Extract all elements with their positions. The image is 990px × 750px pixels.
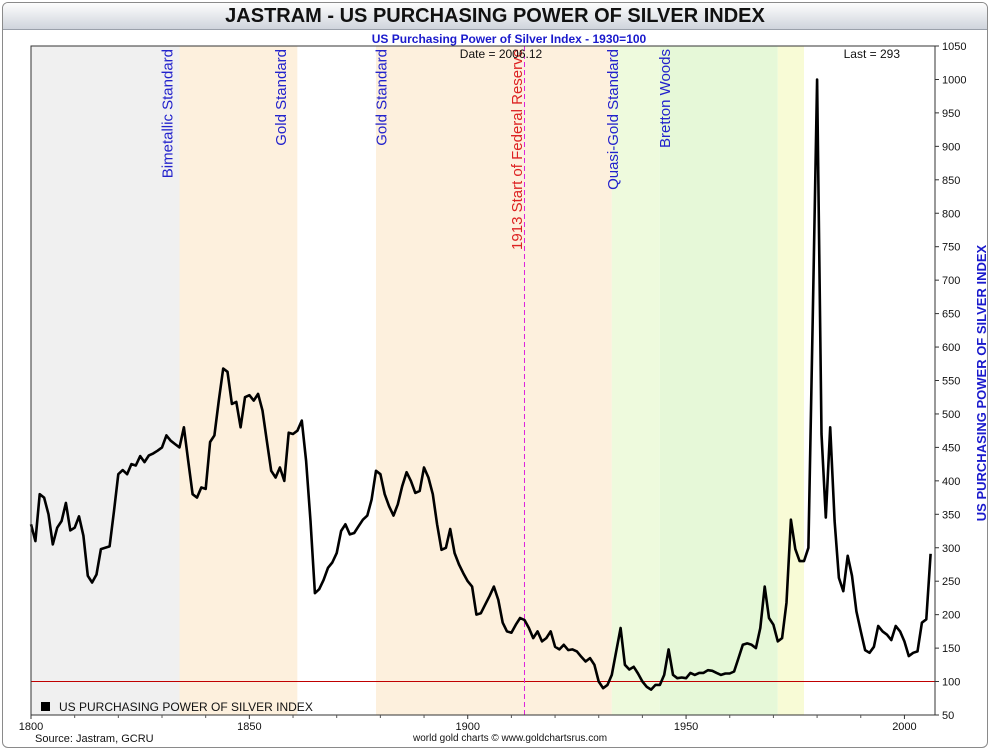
annotation-1: Gold Standard [273, 49, 290, 146]
y-tick-label-5: 300 [942, 543, 960, 555]
source-note: Source: Jastram, GCRU [35, 733, 154, 745]
y-tick-label-12: 650 [942, 309, 960, 321]
y-tick-label-0: 50 [942, 710, 954, 722]
y-tick-label-14: 750 [942, 242, 960, 254]
y-tick-label-13: 700 [942, 275, 960, 287]
x-axis: 1800 1850 1900 1950 2000 [19, 715, 917, 733]
y-tick-label-2: 150 [942, 643, 960, 655]
y-tick-label-18: 950 [942, 108, 960, 120]
y-tick-label-7: 400 [942, 476, 960, 488]
y-tick-label-15: 800 [942, 208, 960, 220]
y-axis-label: US PURCHASING POWER OF SILVER INDEX [974, 244, 987, 521]
x-tick-label-0: 1800 [19, 721, 43, 733]
y-tick-label-11: 600 [942, 342, 960, 354]
watermark: world gold charts © www.goldchartsrus.co… [413, 733, 608, 744]
chart-canvas: Bimetallic Standard Gold Standard Gold Sta… [19, 32, 987, 733]
regime-region-2 [297, 46, 377, 715]
regime-region-7 [803, 46, 935, 715]
regime-region-5 [659, 46, 778, 715]
x-tick-label-4: 2000 [892, 721, 916, 733]
regime-region-3 [376, 46, 612, 715]
regime-region-6 [777, 46, 804, 715]
x-tick-label-1: 1850 [237, 721, 261, 733]
regime-annotations: Bimetallic Standard Gold Standard Gold Sta… [159, 49, 674, 250]
x-tick-label-3: 1950 [674, 721, 698, 733]
chart-subtitle: US Purchasing Power of Silver Index - 19… [372, 32, 647, 46]
chart-title: JASTRAM - US PURCHASING POWER OF SILVER … [225, 5, 765, 27]
y-tick-label-4: 250 [942, 576, 960, 588]
y-tick-label-3: 200 [942, 610, 960, 622]
annotation-2: Gold Standard [373, 49, 390, 146]
y-axis: 50 100 150 200 250 300 350 400 450 500 550 600 650 70… [935, 41, 966, 722]
date-readout: Date = 2006.12 [460, 47, 543, 61]
y-tick-label-16: 850 [942, 175, 960, 187]
regime-region-4 [611, 46, 660, 715]
annotation-3: 1913 Start of Federal Reserve [509, 49, 526, 250]
last-value-readout: Last = 293 [844, 47, 901, 61]
legend-entry: US PURCHASING POWER OF SILVER INDEX [59, 700, 313, 714]
legend: US PURCHASING POWER OF SILVER INDEX [41, 700, 313, 714]
y-tick-label-19: 1000 [942, 74, 966, 86]
y-tick-label-1: 100 [942, 677, 960, 689]
regime-regions [31, 46, 935, 715]
annotation-0: Bimetallic Standard [159, 49, 176, 178]
y-tick-label-17: 900 [942, 141, 960, 153]
annotation-4: Quasi-Gold Standard [605, 49, 622, 190]
legend-swatch [41, 702, 50, 711]
regime-region-0 [31, 46, 180, 715]
x-tick-label-2: 1900 [455, 721, 479, 733]
y-tick-label-9: 500 [942, 409, 960, 421]
series-line [29, 78, 932, 691]
y-tick-label-6: 350 [942, 509, 960, 521]
annotation-5: Bretton Woods [657, 49, 674, 148]
y-tick-label-8: 450 [942, 442, 960, 454]
y-tick-label-10: 550 [942, 376, 960, 388]
regime-region-1 [179, 46, 298, 715]
y-tick-label-20: 1050 [942, 41, 966, 53]
title-bar: JASTRAM - US PURCHASING POWER OF SILVER … [3, 3, 987, 30]
